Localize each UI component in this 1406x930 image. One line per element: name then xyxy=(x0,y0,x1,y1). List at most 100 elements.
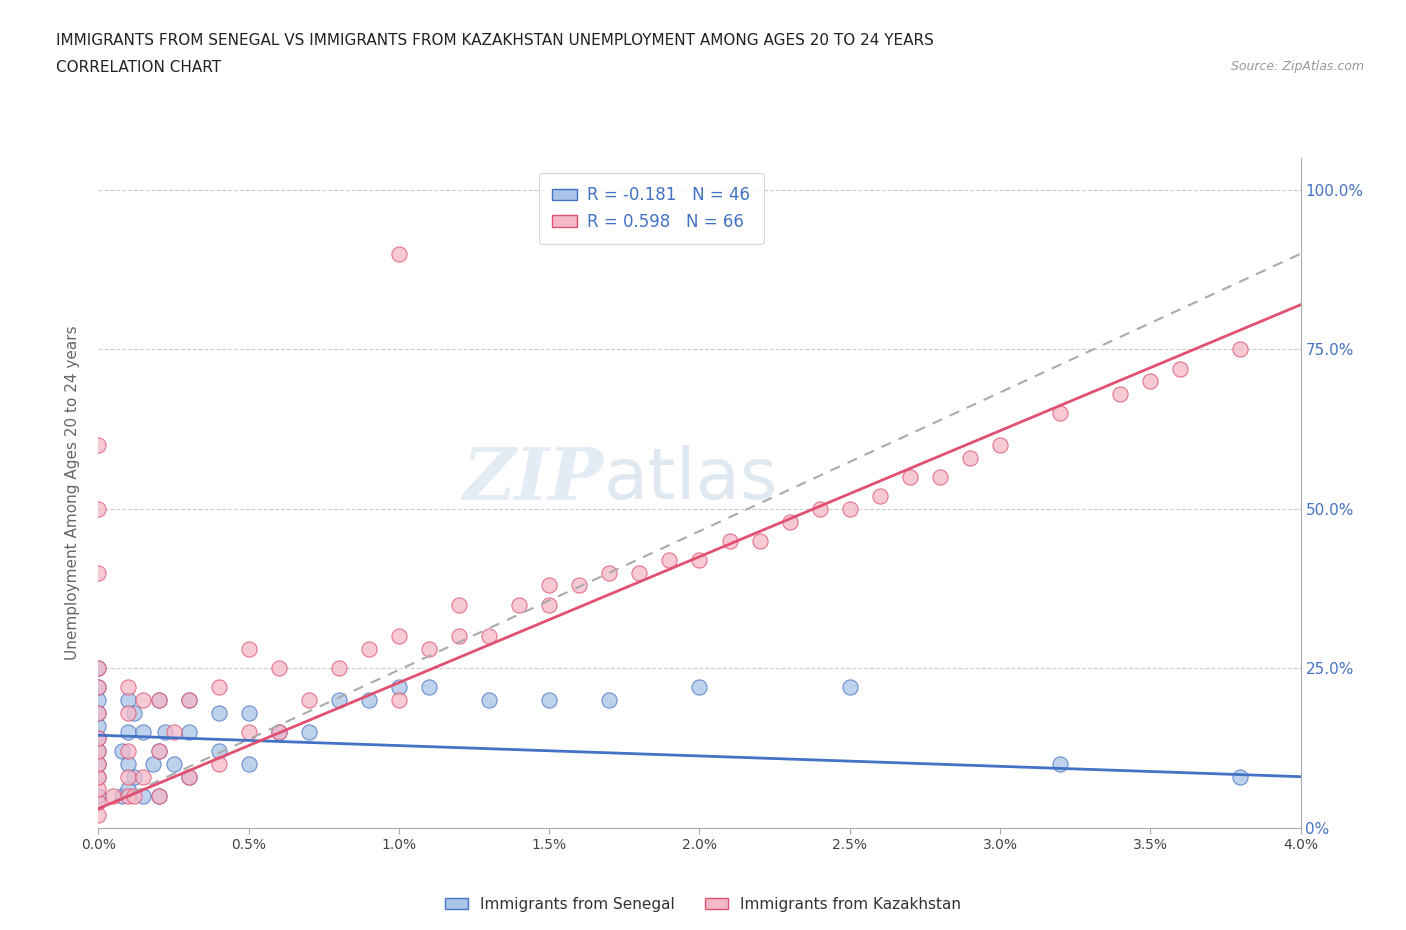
Point xyxy=(117,706,139,721)
Point xyxy=(87,756,110,771)
Point xyxy=(388,629,411,644)
Point xyxy=(87,731,110,746)
Point xyxy=(838,680,860,695)
Point xyxy=(87,706,110,721)
Point xyxy=(238,756,260,771)
Point xyxy=(959,450,981,465)
Point xyxy=(988,438,1011,453)
Point xyxy=(87,501,110,516)
Point xyxy=(328,661,350,676)
Point xyxy=(328,693,350,708)
Point xyxy=(87,706,110,721)
Point xyxy=(838,501,860,516)
Point xyxy=(238,724,260,739)
Point xyxy=(208,706,231,721)
Point xyxy=(117,782,139,797)
Point xyxy=(87,744,110,759)
Point xyxy=(357,693,380,708)
Point xyxy=(117,789,139,804)
Point xyxy=(111,789,134,804)
Point xyxy=(148,789,170,804)
Text: CORRELATION CHART: CORRELATION CHART xyxy=(56,60,221,75)
Point xyxy=(87,693,110,708)
Point xyxy=(418,642,440,657)
Point xyxy=(148,693,170,708)
Legend: Immigrants from Senegal, Immigrants from Kazakhstan: Immigrants from Senegal, Immigrants from… xyxy=(439,891,967,918)
Point xyxy=(447,629,470,644)
Point xyxy=(148,744,170,759)
Point xyxy=(87,807,110,822)
Point xyxy=(538,693,561,708)
Point xyxy=(117,744,139,759)
Point xyxy=(177,693,200,708)
Point xyxy=(267,661,290,676)
Point xyxy=(718,533,741,548)
Point xyxy=(508,597,530,612)
Point xyxy=(132,693,155,708)
Point xyxy=(267,724,290,739)
Point xyxy=(1229,769,1251,784)
Point xyxy=(538,597,561,612)
Point xyxy=(87,789,110,804)
Point xyxy=(689,552,711,567)
Point xyxy=(928,470,950,485)
Point xyxy=(148,693,170,708)
Point xyxy=(132,789,155,804)
Point xyxy=(177,724,200,739)
Point xyxy=(568,578,591,592)
Point xyxy=(87,661,110,676)
Point xyxy=(208,680,231,695)
Point xyxy=(779,514,801,529)
Point xyxy=(111,744,134,759)
Point xyxy=(1229,342,1251,357)
Point xyxy=(1139,374,1161,389)
Point xyxy=(87,661,110,676)
Point xyxy=(869,488,891,503)
Point xyxy=(87,731,110,746)
Point xyxy=(388,693,411,708)
Point xyxy=(267,724,290,739)
Point xyxy=(478,693,501,708)
Text: IMMIGRANTS FROM SENEGAL VS IMMIGRANTS FROM KAZAKHSTAN UNEMPLOYMENT AMONG AGES 20: IMMIGRANTS FROM SENEGAL VS IMMIGRANTS FR… xyxy=(56,33,934,47)
Point xyxy=(153,724,176,739)
Point xyxy=(87,744,110,759)
Point xyxy=(87,782,110,797)
Point xyxy=(1049,405,1071,420)
Point xyxy=(117,693,139,708)
Y-axis label: Unemployment Among Ages 20 to 24 years: Unemployment Among Ages 20 to 24 years xyxy=(65,326,80,660)
Point xyxy=(478,629,501,644)
Point xyxy=(103,789,125,804)
Point xyxy=(298,693,321,708)
Point xyxy=(148,744,170,759)
Point xyxy=(141,756,163,771)
Point xyxy=(87,565,110,580)
Point xyxy=(208,756,231,771)
Point xyxy=(748,533,770,548)
Point xyxy=(447,597,470,612)
Point xyxy=(418,680,440,695)
Point xyxy=(132,724,155,739)
Text: ZIP: ZIP xyxy=(463,444,603,515)
Point xyxy=(808,501,831,516)
Point xyxy=(124,706,146,721)
Point xyxy=(87,769,110,784)
Point xyxy=(1168,361,1191,376)
Point xyxy=(689,680,711,695)
Point xyxy=(87,795,110,810)
Point xyxy=(177,769,200,784)
Point xyxy=(132,769,155,784)
Point xyxy=(388,680,411,695)
Point xyxy=(1049,756,1071,771)
Point xyxy=(148,789,170,804)
Text: Source: ZipAtlas.com: Source: ZipAtlas.com xyxy=(1230,60,1364,73)
Point xyxy=(177,769,200,784)
Point xyxy=(124,789,146,804)
Point xyxy=(598,565,620,580)
Point xyxy=(628,565,651,580)
Point xyxy=(87,769,110,784)
Point xyxy=(87,718,110,733)
Point xyxy=(238,642,260,657)
Legend: R = -0.181   N = 46, R = 0.598   N = 66: R = -0.181 N = 46, R = 0.598 N = 66 xyxy=(538,173,763,245)
Point xyxy=(208,744,231,759)
Point xyxy=(87,680,110,695)
